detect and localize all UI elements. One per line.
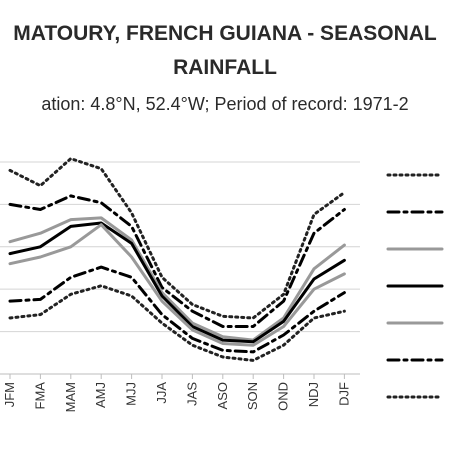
x-tick-label-ndj: NDJ [306, 382, 321, 407]
x-tick-label-jja: JJA [154, 382, 169, 404]
x-tick-label-aso: ASO [215, 382, 230, 409]
x-tick-label-amj: AMJ [93, 382, 108, 408]
x-tick-label-mam: MAM [63, 382, 78, 412]
x-tick-label-djf: DJF [336, 382, 351, 406]
x-tick-label-jfm: JFM [2, 382, 17, 407]
chart-title-line-2: RAINFALL [173, 56, 277, 79]
x-tick-label-son: SON [245, 382, 260, 410]
x-tick-label-mjj: MJJ [124, 382, 139, 406]
series-line-2 [8, 194, 346, 328]
series-line-4 [8, 221, 346, 344]
x-tick-label-ond: OND [276, 382, 291, 411]
x-tick-label-fma: FMA [32, 382, 47, 410]
series-line-3 [8, 216, 346, 342]
series-line-7 [8, 284, 346, 362]
x-tick-label-jas: JAS [184, 382, 199, 406]
series-line-5 [8, 223, 346, 347]
series-line-1 [8, 157, 346, 320]
chart-title-line-1: MATOURY, FRENCH GUIANA - SEASONAL [13, 22, 437, 45]
series-line-6 [8, 265, 346, 354]
chart-subtitle: ation: 4.8°N, 52.4°W; Period of record: … [41, 94, 409, 114]
